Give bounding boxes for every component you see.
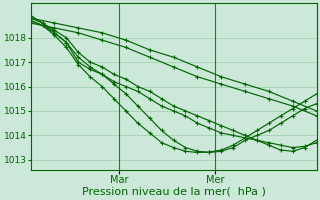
X-axis label: Pression niveau de la mer(  hPa ): Pression niveau de la mer( hPa ) [82,187,266,197]
